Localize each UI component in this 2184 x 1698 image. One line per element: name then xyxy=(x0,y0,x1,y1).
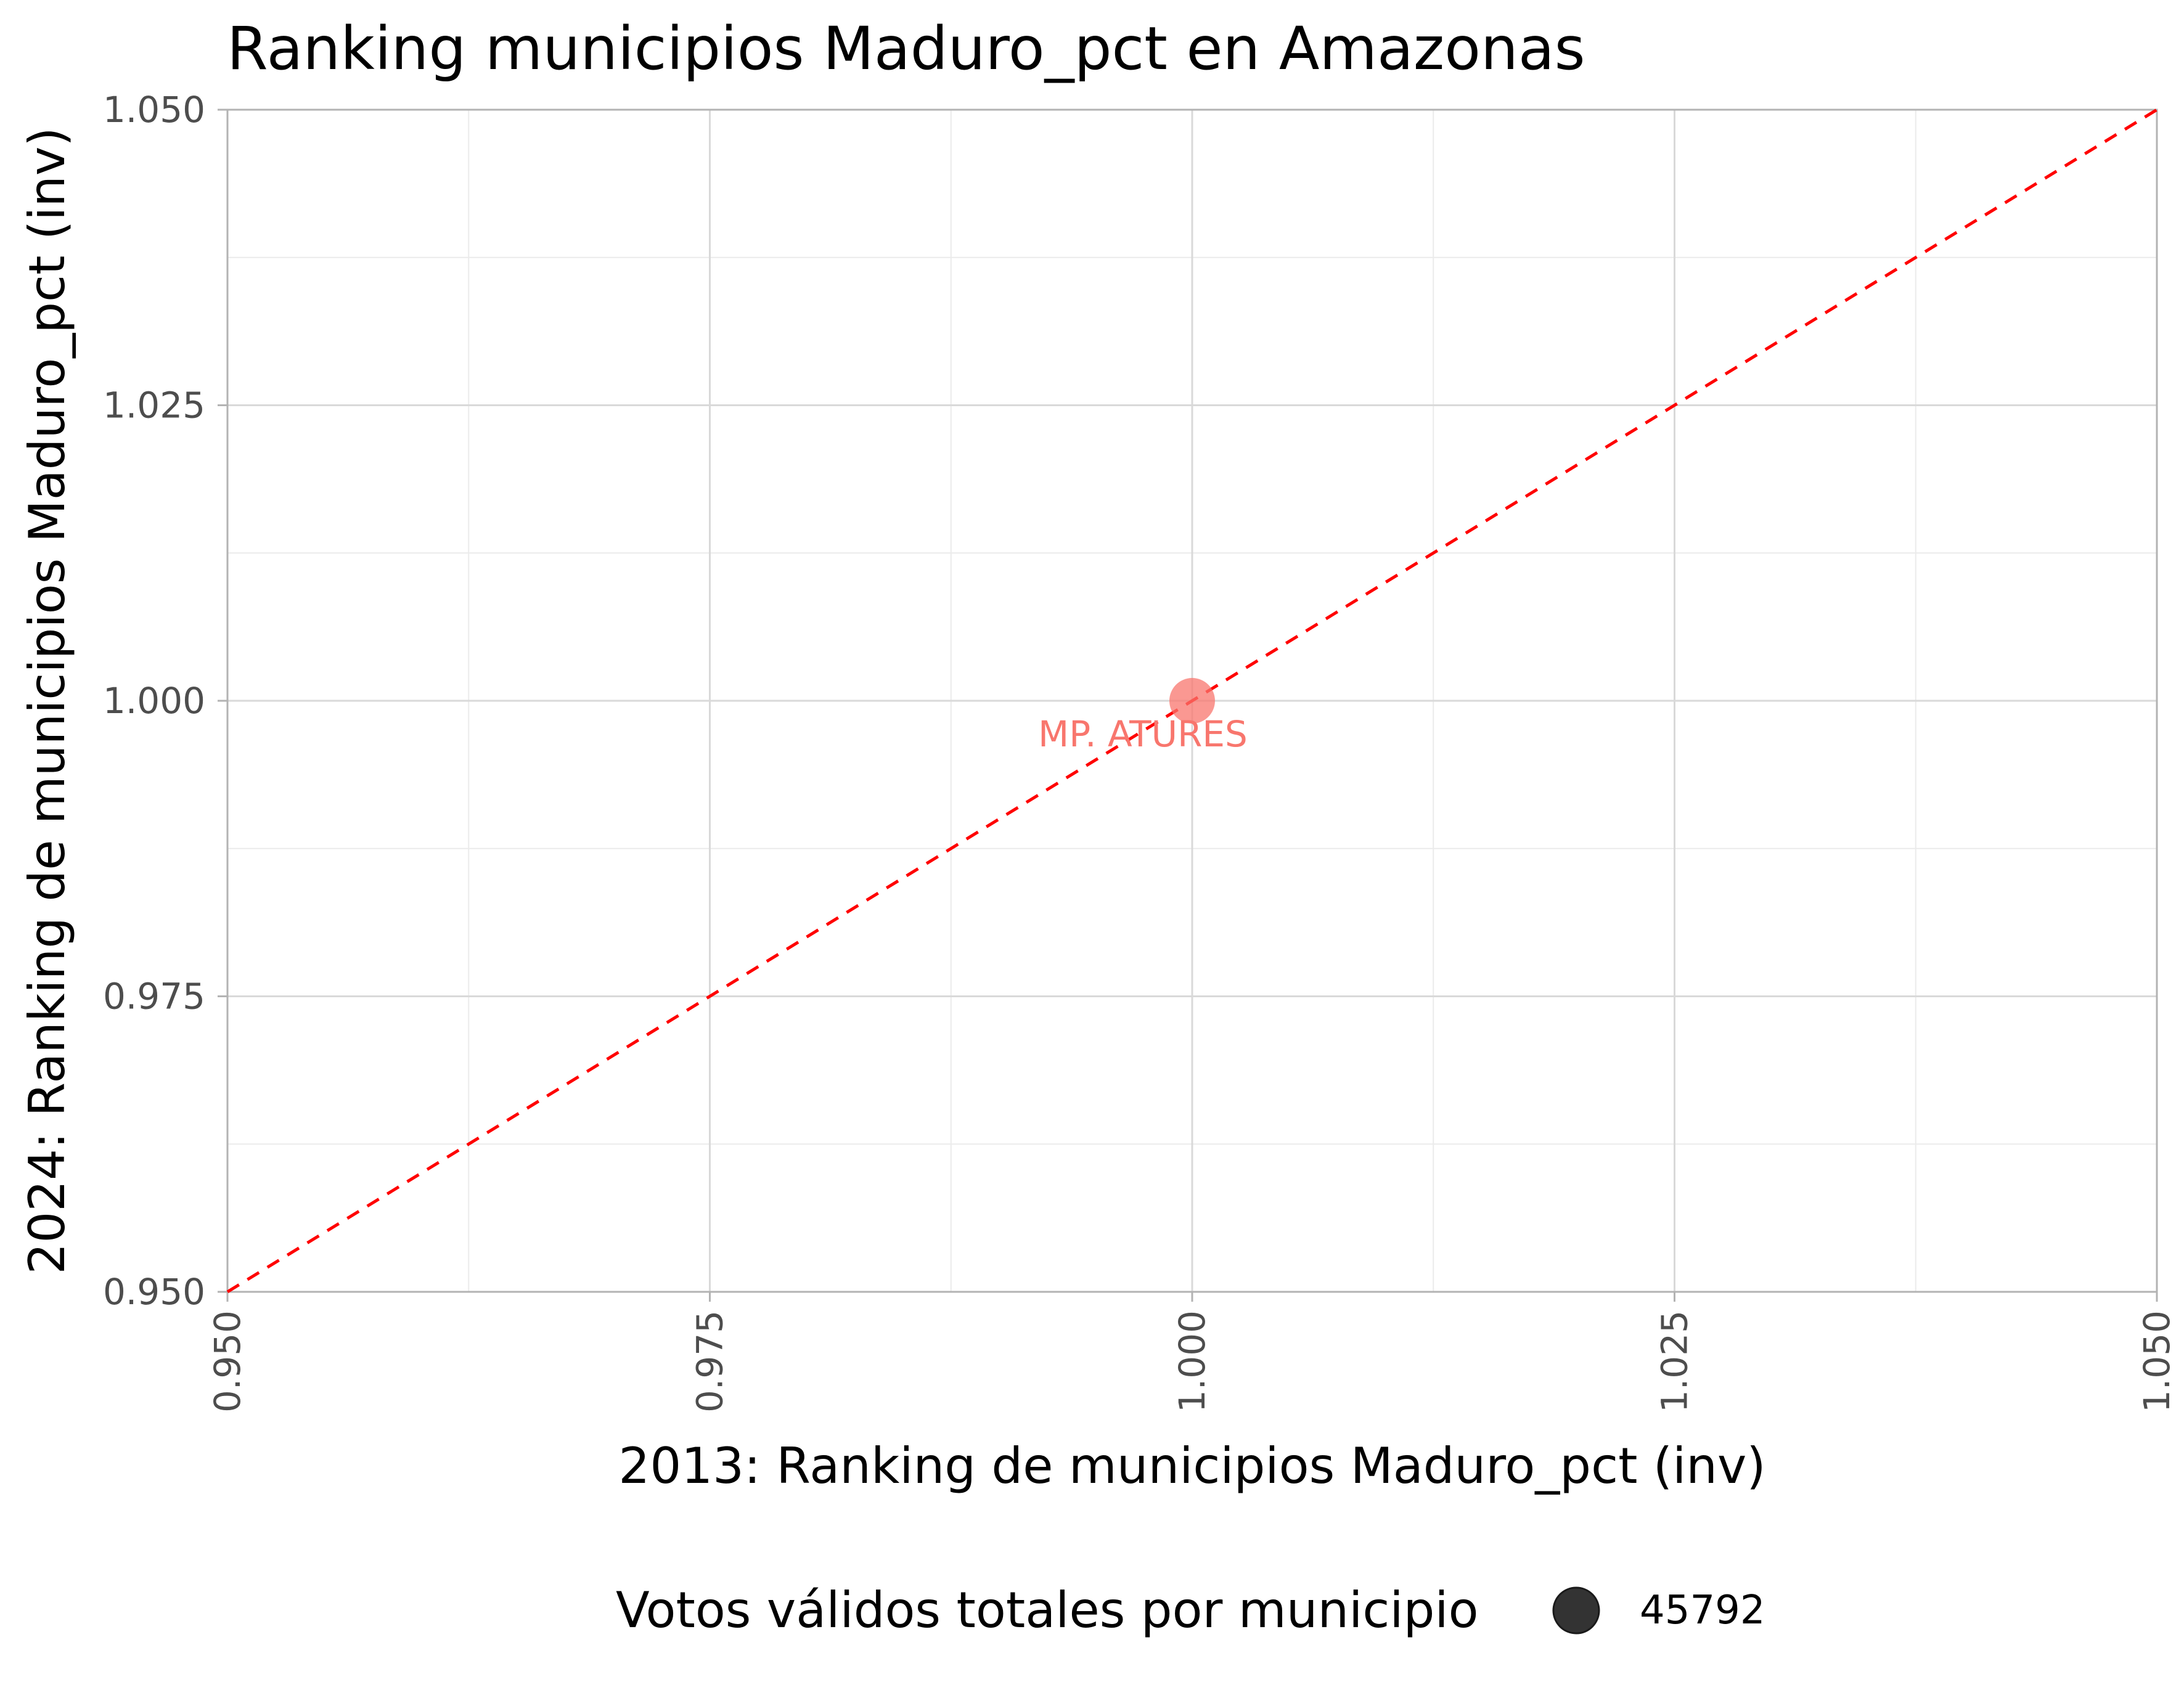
legend-size-marker xyxy=(1552,1586,1600,1635)
y-tick-label: 1.025 xyxy=(103,385,205,427)
x-tick-label: 1.050 xyxy=(2136,1310,2178,1413)
data-point-label: MP. ATURES xyxy=(1038,713,1248,755)
y-tick-label: 0.950 xyxy=(103,1271,205,1313)
y-tick-label: 1.050 xyxy=(103,89,205,131)
data-point xyxy=(1169,678,1215,724)
y-axis-title: 2024: Ranking de municipios Maduro_pct (… xyxy=(18,127,76,1274)
chart-title: Ranking municipios Maduro_pct en Amazona… xyxy=(227,14,1585,83)
x-tick-label: 1.025 xyxy=(1654,1310,1696,1413)
legend: Votos válidos totales por municipio 4579… xyxy=(616,1582,1765,1639)
legend-entry-label: 45792 xyxy=(1640,1588,1765,1633)
x-tick-label: 0.950 xyxy=(207,1310,248,1413)
data-points: MP. ATURES xyxy=(1038,678,1248,755)
x-tick-label: 1.000 xyxy=(1171,1310,1213,1413)
y-tick-label: 1.000 xyxy=(103,680,205,722)
x-axis-ticks: 0.950 0.975 1.000 1.025 1.050 xyxy=(207,1292,2178,1413)
legend-title: Votos válidos totales por municipio xyxy=(616,1582,1479,1639)
y-axis-ticks: 0.950 0.975 1.000 1.025 1.050 xyxy=(103,89,227,1313)
x-tick-label: 0.975 xyxy=(689,1310,731,1413)
x-axis-title: 2013: Ranking de municipios Maduro_pct (… xyxy=(618,1437,1765,1495)
y-tick-label: 0.975 xyxy=(103,976,205,1018)
